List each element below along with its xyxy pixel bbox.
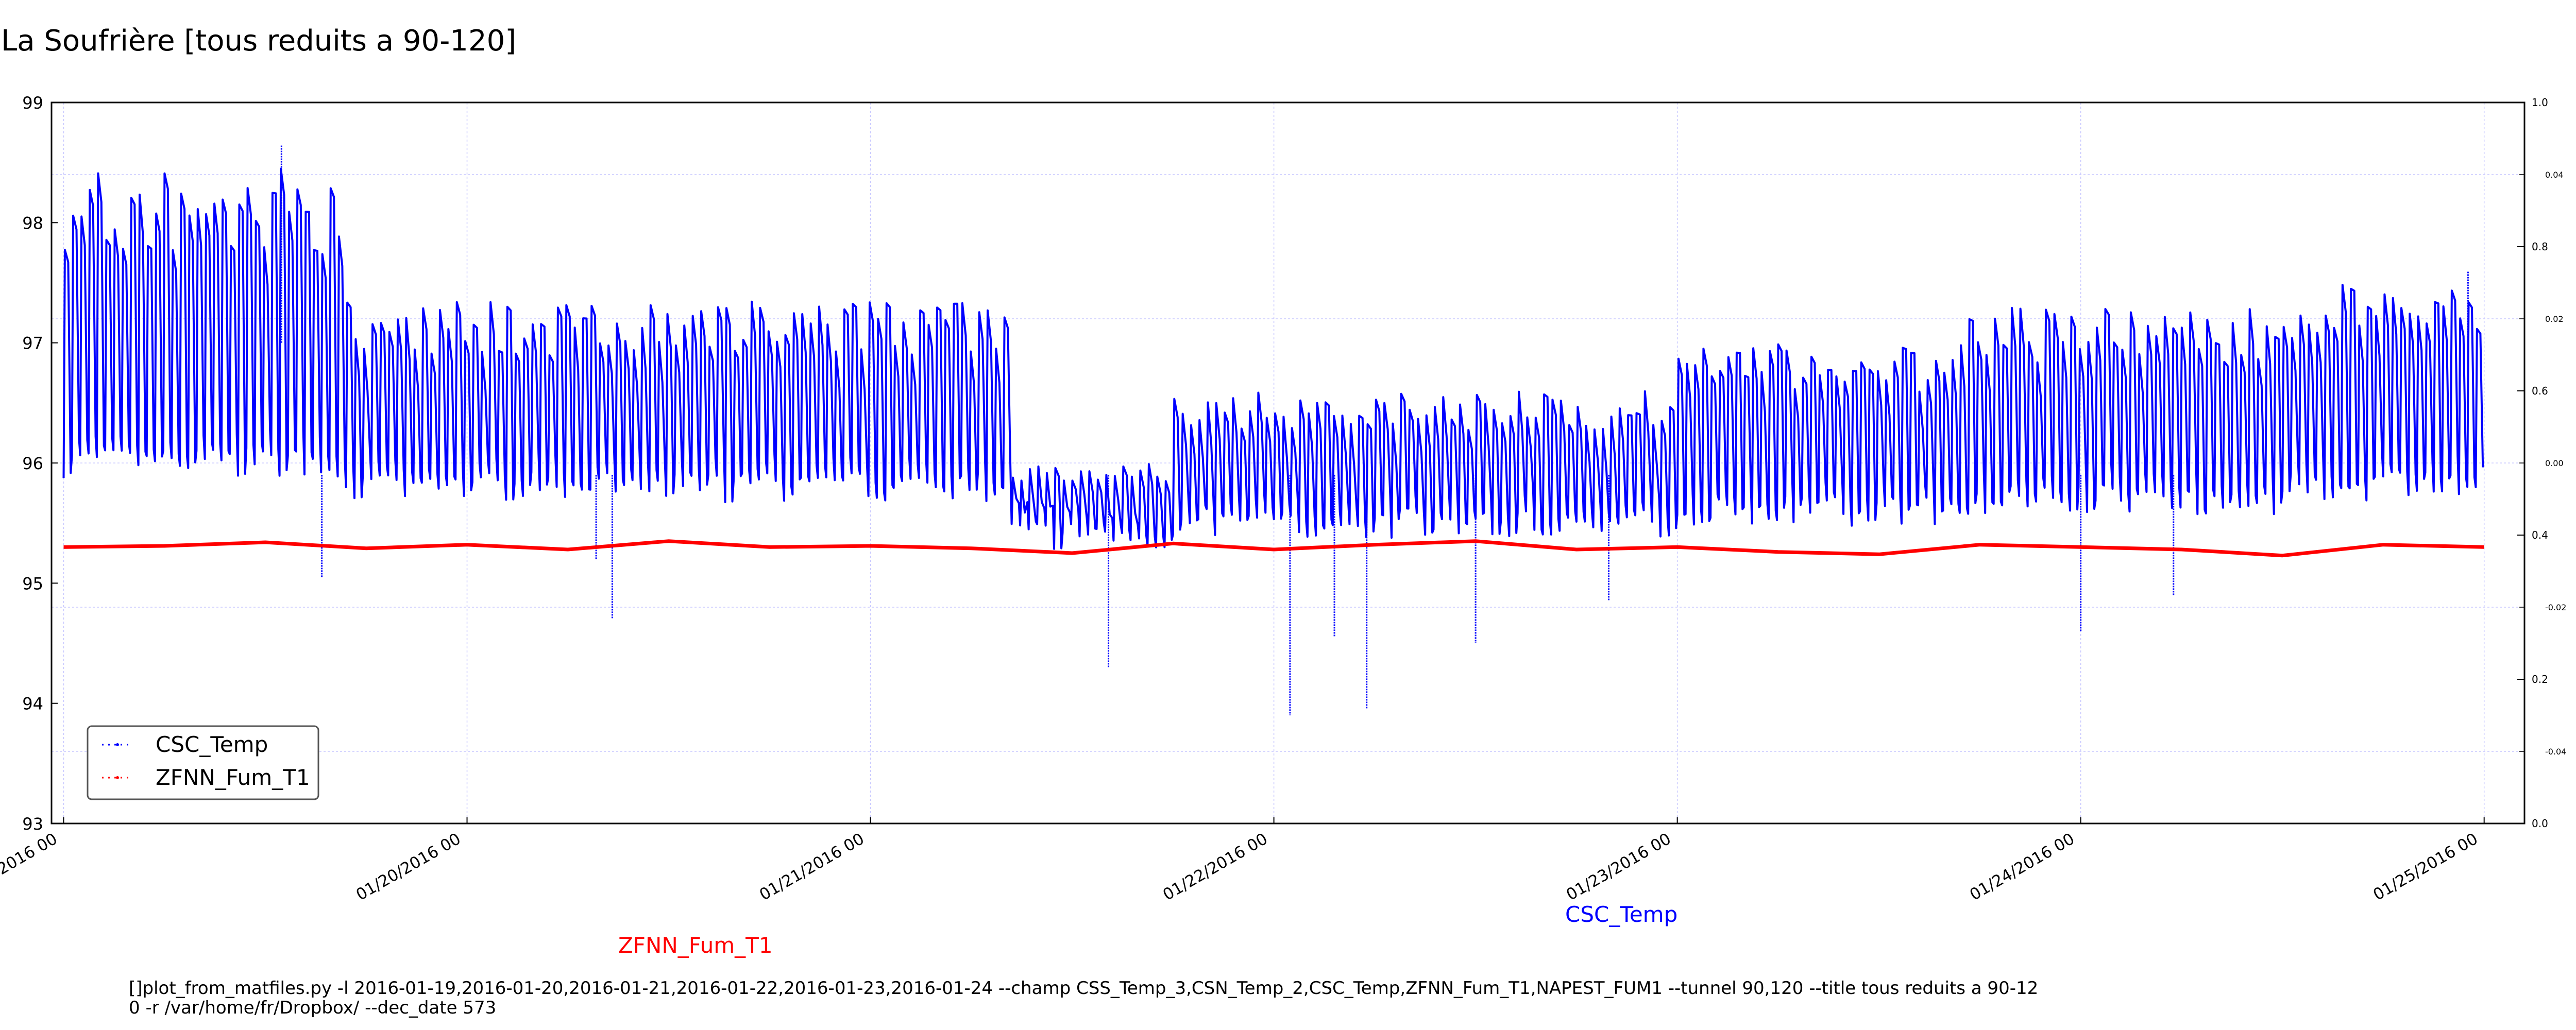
annotation-csc-temp: CSC_Temp (1565, 902, 1677, 927)
legend: CSC_Temp ZFNN_Fum_T1 (87, 725, 319, 800)
annotation-zfnn-fum-t1: ZFNN_Fum_T1 (618, 933, 773, 958)
right-y-axis-outer: 0.0 0.2 0.4 0.6 0.8 1.0 (2517, 96, 2548, 830)
series-group (62, 144, 2484, 715)
right-inner-tick-label: -0.02 (2545, 603, 2566, 612)
right-inner-tick-label: -0.04 (2545, 747, 2566, 757)
y-tick-label: 94 (22, 694, 43, 714)
y-tick-label: 97 (22, 334, 43, 353)
y-tick-label: 93 (22, 814, 43, 834)
right-y-axis-inner: -0.04 -0.02 0.00 0.02 0.04 (2519, 170, 2566, 757)
series-line-zfnn-fum-t1 (63, 539, 2484, 558)
legend-box (87, 725, 319, 800)
right-outer-tick-label: 0.2 (2532, 673, 2548, 685)
legend-label-zfnn-fum-t1: ZFNN_Fum_T1 (156, 765, 310, 790)
right-outer-tick-label: 1.0 (2532, 96, 2548, 109)
y-tick-label: 99 (22, 93, 43, 113)
right-outer-tick-label: 0.4 (2532, 529, 2548, 541)
right-inner-tick-label: 0.04 (2545, 170, 2564, 180)
legend-marker-csc-temp (116, 743, 119, 746)
series-line-csc-temp (62, 167, 2484, 550)
right-inner-tick-label: 0.00 (2545, 458, 2564, 468)
chart-title: La Soufrière [tous reduits a 90-120] (1, 24, 516, 58)
right-outer-tick-label: 0.6 (2532, 385, 2548, 397)
command-line-1: []plot_from_matfiles.py -l 2016-01-19,20… (129, 978, 2038, 999)
y-tick-label: 98 (22, 213, 43, 233)
legend-label-csc-temp: CSC_Temp (156, 732, 268, 757)
y-tick-label: 96 (22, 454, 43, 473)
right-inner-tick-label: 0.02 (2545, 314, 2564, 324)
right-outer-tick-label: 0.8 (2532, 241, 2548, 253)
legend-marker-zfnn-fum-t1 (116, 776, 119, 779)
command-line-2: 0 -r /var/home/fr/Dropbox/ --dec_date 57… (129, 998, 496, 1018)
left-y-axis: 93 94 95 96 97 98 99 (22, 93, 58, 834)
y-tick-label: 95 (22, 574, 43, 593)
right-outer-tick-label: 0.0 (2532, 817, 2548, 830)
